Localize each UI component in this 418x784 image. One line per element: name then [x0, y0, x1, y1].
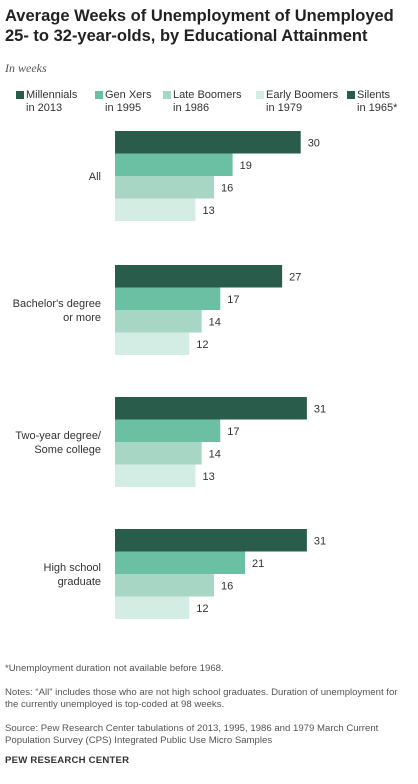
bar-value-label: 19 — [240, 160, 252, 172]
legend-swatch — [163, 91, 171, 99]
category-label-line: Two-year degree/ — [15, 430, 102, 442]
bar — [115, 397, 307, 420]
bar — [115, 442, 202, 465]
bar — [115, 176, 215, 199]
legend-swatch — [256, 91, 264, 99]
legend-label: Gen Xers in 1995 — [105, 89, 152, 114]
notes-text: Notes: “All” includes those who are not … — [5, 687, 398, 710]
bar-value-label: 14 — [209, 316, 221, 328]
category-label: Two-year degree/Some college — [15, 430, 102, 456]
bar-value-label: 14 — [209, 448, 221, 460]
bar — [115, 596, 190, 619]
bar-value-label: 16 — [221, 182, 233, 194]
bar — [115, 310, 202, 333]
category-label-line: or more — [63, 312, 101, 324]
chart-subtitle: In weeks — [5, 61, 47, 75]
bar-value-label: 12 — [196, 339, 208, 351]
asterisk-note: *Unemployment duration not available bef… — [5, 663, 224, 674]
category-label-line: High school — [44, 562, 101, 574]
bar-value-label: 31 — [314, 535, 326, 547]
bar — [115, 153, 233, 176]
bar — [115, 287, 221, 310]
bar-value-label: 27 — [289, 271, 301, 283]
category-label: High school graduate — [44, 562, 101, 588]
bar-value-label: 12 — [196, 603, 208, 615]
source-text: Source: Pew Research Center tabulations … — [5, 723, 379, 746]
bar — [115, 574, 215, 597]
pew-footer: PEW RESEARCH CENTER — [5, 755, 130, 766]
bar — [115, 419, 221, 442]
bar-value-label: 31 — [314, 403, 326, 415]
category-label-line: Some college — [34, 444, 101, 456]
bar-value-label: 16 — [221, 580, 233, 592]
bar — [115, 332, 190, 355]
bar-value-label: 17 — [227, 294, 239, 306]
category-label-line: Bachelor's degree — [13, 298, 101, 310]
bar-value-label: 21 — [252, 558, 264, 570]
bar-value-label: 13 — [202, 205, 214, 217]
category-label-line: All — [89, 171, 101, 183]
category-label-line: graduate — [58, 576, 101, 588]
legend-swatch — [16, 91, 24, 99]
legend-label: Late Boomers in 1986 — [173, 89, 242, 114]
bar — [115, 265, 283, 288]
bar — [115, 198, 196, 221]
category-label: All — [89, 171, 101, 183]
legend-swatch — [95, 91, 103, 99]
bar — [115, 529, 307, 552]
legend-label: Early Boomers in 1979 — [266, 89, 339, 114]
category-label: Bachelor's degree or more — [13, 298, 101, 324]
bar-value-label: 30 — [308, 137, 320, 149]
bar-value-label: 17 — [227, 426, 239, 438]
legend: Millennials in 2013 Gen Xers in 1995 Late … — [0, 89, 418, 123]
bar — [115, 131, 301, 154]
legend-label: Silents in 1965* — [357, 89, 398, 114]
bar-value-label: 13 — [202, 471, 214, 483]
legend-swatch — [347, 91, 355, 99]
legend-label: Millennials in 2013 — [26, 89, 78, 114]
chart-title: Average Weeks of Unemployment of Unemplo… — [5, 7, 394, 45]
bar — [115, 464, 196, 487]
bar — [115, 551, 245, 574]
